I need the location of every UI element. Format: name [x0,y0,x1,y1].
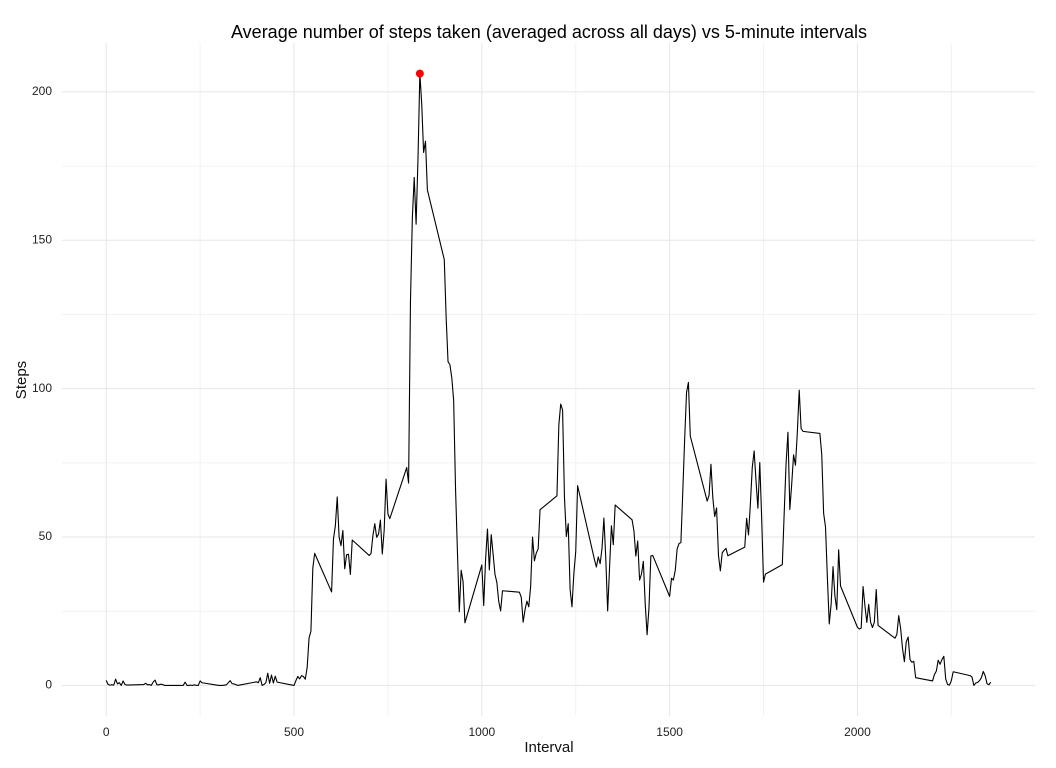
y-tick-label: 100 [32,381,52,395]
x-tick-label: 2000 [844,725,871,739]
x-tick-label: 0 [103,725,110,739]
y-tick-label: 200 [32,84,52,98]
y-tick-label: 0 [45,678,52,692]
x-tick-label: 1500 [656,725,683,739]
line [105,73,992,686]
y-tick-label: 150 [32,232,52,246]
x-tick-label: 500 [284,725,304,739]
max-point [415,69,424,78]
y-tick-label: 50 [39,529,53,543]
x-axis-title: Interval [524,739,573,756]
chart-title: Average number of steps taken (averaged … [231,22,867,42]
x-tick-label: 1000 [468,725,495,739]
y-axis-title: Steps [13,361,30,399]
